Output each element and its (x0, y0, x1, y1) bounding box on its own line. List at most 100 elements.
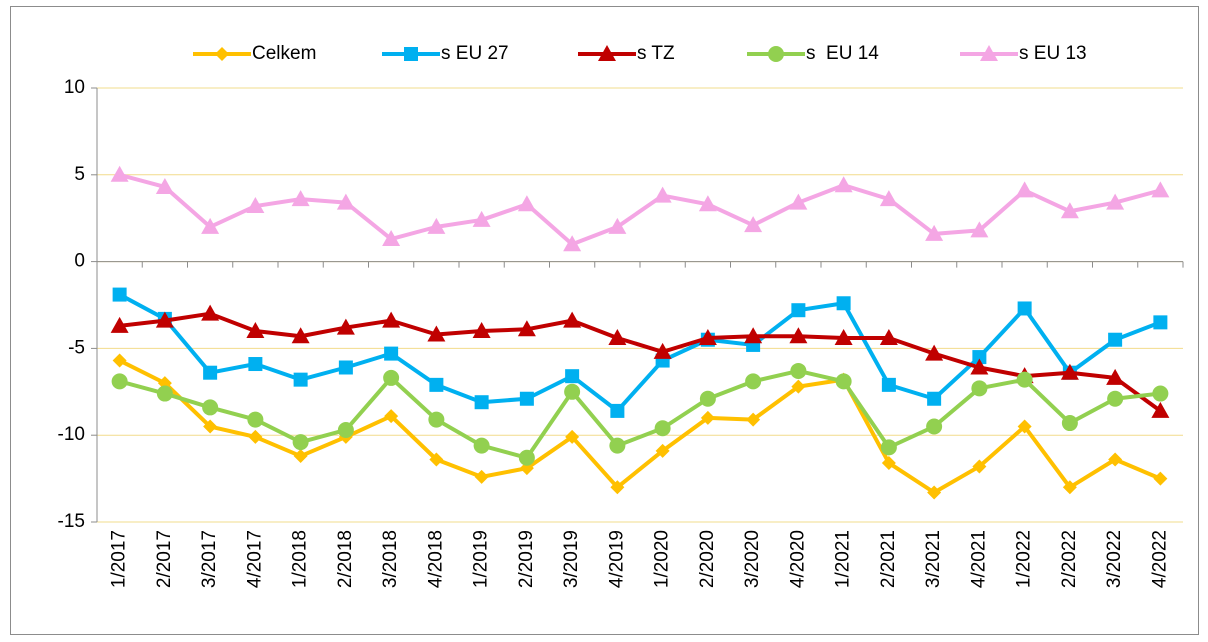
series-line (118, 358, 1162, 495)
marker (203, 419, 218, 434)
x-tick-label: 4/2021 (968, 530, 989, 588)
marker (565, 429, 580, 444)
y-tick-label: 0 (74, 251, 85, 272)
x-tick-label: 1/2017 (109, 530, 130, 588)
marker (382, 230, 401, 247)
x-tick-label: 3/2017 (199, 530, 220, 588)
x-tick-label: 4/2020 (787, 530, 808, 588)
x-tick-label: 4/2018 (425, 530, 446, 588)
marker (1152, 385, 1169, 402)
marker (517, 320, 536, 337)
marker (215, 47, 229, 61)
series-line (119, 172, 1161, 247)
marker (880, 439, 897, 456)
marker (110, 316, 129, 333)
marker (517, 195, 536, 212)
marker (653, 342, 672, 359)
marker (1106, 193, 1125, 210)
x-tick-label: 3/2018 (380, 530, 401, 588)
marker (835, 373, 852, 390)
marker (745, 373, 762, 390)
marker (382, 311, 401, 328)
marker (293, 372, 308, 387)
marker (291, 190, 310, 207)
marker (201, 304, 220, 321)
marker (404, 47, 418, 61)
marker (1016, 371, 1033, 388)
marker (791, 379, 806, 394)
marker (655, 443, 670, 458)
marker (518, 449, 535, 466)
marker (427, 325, 446, 342)
marker (609, 437, 626, 454)
marker (610, 480, 625, 495)
marker (881, 455, 896, 470)
marker (834, 328, 853, 345)
x-tick-label: 1/2021 (833, 530, 854, 588)
marker (248, 429, 263, 444)
marker (698, 195, 717, 212)
marker (337, 421, 354, 438)
marker (112, 287, 127, 302)
x-tick-label: 2/2020 (697, 530, 718, 588)
series-line (118, 292, 1162, 413)
marker (155, 311, 174, 328)
marker (472, 322, 491, 339)
marker (1108, 452, 1123, 467)
marker (608, 217, 627, 234)
marker (1060, 363, 1079, 380)
y-tick-label: -5 (68, 337, 85, 358)
x-tick-label: 4/2017 (244, 530, 265, 588)
marker (970, 358, 989, 375)
marker (519, 391, 534, 406)
marker (384, 409, 399, 424)
marker (429, 452, 444, 467)
marker (428, 411, 445, 428)
marker (971, 380, 988, 397)
marker (972, 350, 987, 365)
legend-label: s EU 27 (441, 43, 509, 64)
y-tick-label: -15 (58, 511, 85, 532)
legend-label: Celkem (252, 43, 316, 64)
marker (112, 353, 127, 368)
marker (925, 344, 944, 361)
marker (1108, 332, 1123, 347)
marker (429, 377, 444, 392)
marker (744, 327, 763, 344)
legend-label: s EU 13 (1019, 43, 1087, 64)
marker (699, 390, 716, 407)
x-tick-label: 3/2020 (742, 530, 763, 588)
x-tick-label: 2/2022 (1059, 530, 1080, 588)
x-tick-label: 2/2018 (335, 530, 356, 588)
marker (474, 469, 489, 484)
marker (744, 216, 763, 233)
marker (384, 346, 399, 361)
marker (768, 46, 784, 62)
marker (473, 437, 490, 454)
marker (1153, 315, 1168, 330)
x-tick-label: 1/2020 (652, 530, 673, 588)
marker (654, 420, 671, 437)
marker (879, 190, 898, 207)
marker (881, 377, 896, 392)
marker (610, 403, 625, 418)
marker (789, 327, 808, 344)
marker (970, 221, 989, 238)
marker (427, 217, 446, 234)
marker (700, 410, 715, 425)
marker (564, 383, 581, 400)
marker (836, 296, 851, 311)
marker (790, 362, 807, 379)
marker (789, 193, 808, 210)
marker (474, 395, 489, 410)
y-tick-label: 5 (74, 164, 85, 185)
marker (246, 322, 265, 339)
marker (927, 391, 942, 406)
marker (336, 318, 355, 335)
marker (383, 369, 400, 386)
marker (879, 328, 898, 345)
marker (698, 328, 717, 345)
marker (336, 193, 355, 210)
legend-label: s EU 14 (806, 43, 879, 64)
marker (565, 369, 580, 384)
